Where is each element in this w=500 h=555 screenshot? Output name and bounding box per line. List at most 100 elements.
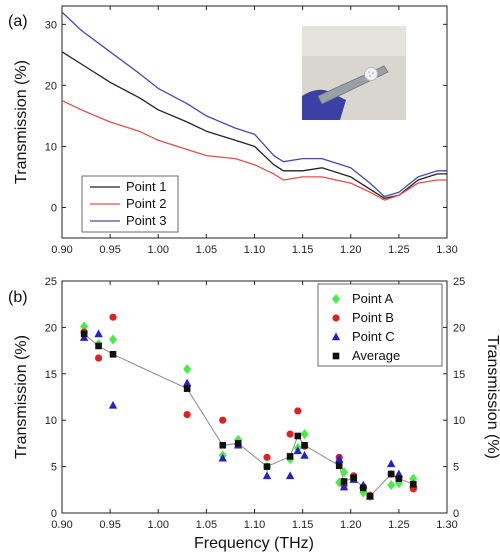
- x-tick-label: 1.25: [388, 519, 409, 531]
- data-point: [109, 313, 117, 321]
- legend-label: Point B: [352, 310, 394, 325]
- data-point: [339, 482, 349, 491]
- data-point: [94, 329, 103, 338]
- data-point: [294, 407, 302, 415]
- x-tick-label: 0.90: [51, 519, 72, 531]
- average-line: [83, 333, 414, 498]
- series-line: [61, 100, 447, 201]
- data-point: [335, 462, 343, 469]
- sample-disk: [364, 67, 378, 81]
- data-point: [410, 480, 417, 488]
- inset-photo: [302, 26, 406, 120]
- data-point: [301, 441, 308, 449]
- data-point: [219, 441, 227, 449]
- y-tick-label: 30: [45, 19, 57, 31]
- x-tick-label: 1.30: [436, 244, 457, 256]
- series-line: [61, 11, 447, 198]
- data-point: [219, 416, 227, 424]
- data-point: [109, 351, 117, 358]
- x-tick-label: 0.95: [99, 244, 120, 256]
- y-tick-label: 20: [45, 80, 57, 92]
- x-tick-label: 1.10: [244, 519, 265, 531]
- legend-label: Average: [352, 348, 400, 363]
- data-point: [109, 334, 118, 345]
- x-tick-label: 1.10: [244, 244, 265, 256]
- data-point: [263, 463, 271, 470]
- y-tick-label: 20: [45, 322, 57, 334]
- data-point: [234, 440, 242, 447]
- x-tick-label: 1.05: [196, 519, 217, 531]
- data-point: [218, 453, 227, 462]
- data-point: [350, 474, 357, 482]
- legend-label: Point 3: [126, 213, 166, 228]
- data-point: [386, 459, 396, 468]
- data-point: [300, 429, 309, 440]
- data-point: [285, 471, 295, 480]
- y-tick-label: 0: [51, 508, 57, 520]
- data-point: [263, 453, 271, 461]
- panel-a-ylabel: Transmission (%): [13, 60, 30, 184]
- x-tick-label: 0.95: [99, 519, 120, 531]
- x-tick-label: 1.00: [148, 519, 169, 531]
- panel-b-legend: Point A Point B Point C Average: [317, 283, 443, 367]
- panel-b-axes: 0.90 0.95 1.00 1.05 1.10 1.15 1.20 1.25 1.300 05 5…: [45, 276, 466, 531]
- panel-a-axes: 0.90 0.95 1.00 1.05 1.10 1.15 1.20 1.25 1.30 0 10 2…: [45, 6, 458, 256]
- data-point: [340, 478, 348, 485]
- data-point: [359, 484, 367, 492]
- data-point: [293, 446, 303, 455]
- x-tick-label: 1.15: [292, 244, 313, 256]
- legend-label: Point C: [352, 329, 395, 344]
- legend-marker: [332, 294, 340, 304]
- panel-b-series: [79, 313, 418, 502]
- y-tick-label: 10: [45, 415, 57, 427]
- data-point: [300, 450, 309, 459]
- data-point: [387, 480, 396, 491]
- x-tick-label: 1.15: [292, 519, 313, 531]
- panel-a-legend: Point 1 Point 2 Point 3: [81, 175, 179, 233]
- data-point: [395, 475, 403, 482]
- legend-label: Point 1: [126, 179, 166, 194]
- data-point: [183, 411, 191, 419]
- data-point: [286, 453, 294, 460]
- y-tick-label-right: 10: [453, 415, 465, 427]
- data-point: [262, 471, 272, 480]
- y-tick-label-right: 5: [453, 462, 459, 474]
- legend-label: Point 2: [126, 196, 166, 211]
- x-tick-label: 1.20: [340, 244, 361, 256]
- legend-marker: [331, 332, 341, 341]
- data-point: [183, 364, 192, 375]
- y-tick-label: 5: [51, 462, 57, 474]
- data-point: [366, 492, 374, 500]
- data-point: [182, 378, 192, 387]
- data-point: [183, 385, 191, 392]
- y-tick-label: 25: [45, 276, 57, 288]
- data-point: [94, 354, 103, 362]
- data-point: [80, 321, 89, 332]
- panel-a: (a) 0.90 0.95 1.00 1.05 1.10 1.15 1.20 1.25 1.30…: [8, 5, 458, 256]
- data-point: [294, 432, 302, 440]
- x-tick-label: 1.20: [340, 519, 361, 531]
- data-point: [335, 454, 344, 463]
- y-tick-label-right: 20: [453, 322, 465, 334]
- y-tick-label: 10: [45, 141, 57, 153]
- panel-a-series: [61, 11, 447, 201]
- panel-a-label: (a): [8, 13, 28, 30]
- y-tick-label-right: 0: [453, 508, 459, 520]
- x-tick-label: 1.25: [388, 244, 409, 256]
- x-tick-label: 0.90: [51, 244, 72, 256]
- data-point: [95, 342, 102, 350]
- panel-b-ylabel: Transmission (%): [13, 335, 30, 459]
- y-tick-label-right: 15: [453, 369, 465, 381]
- legend-label: Point A: [352, 291, 394, 306]
- panel-b-label: (b): [8, 289, 28, 306]
- x-tick-label: 1.30: [436, 519, 457, 531]
- x-tick-label: 1.05: [196, 244, 217, 256]
- data-point: [340, 467, 349, 478]
- panel-b-ylabel-right: Transmission (%): [484, 335, 500, 459]
- data-point: [387, 470, 395, 478]
- y-tick-label: 15: [45, 369, 57, 381]
- legend-marker: [332, 352, 340, 360]
- data-point: [286, 430, 294, 438]
- x-tick-label: 1.00: [148, 244, 169, 256]
